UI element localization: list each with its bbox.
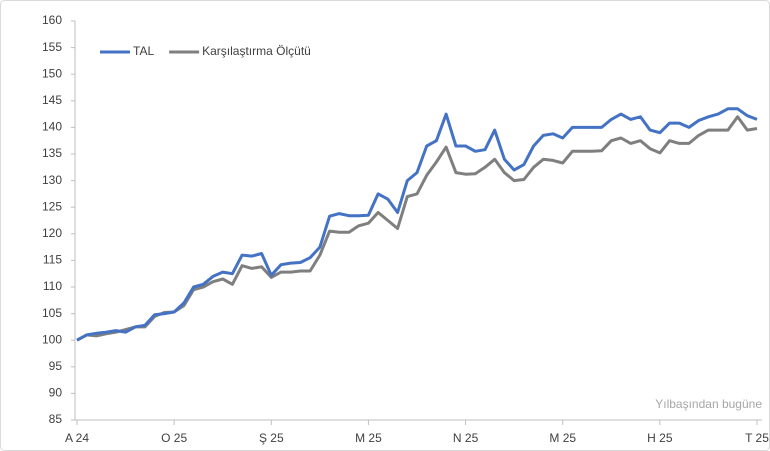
y-tick-label: 155 <box>42 40 62 54</box>
y-tick-label: 95 <box>49 359 63 373</box>
y-tick-label: 115 <box>43 253 62 267</box>
y-tick-label: 150 <box>42 66 62 80</box>
x-tick-label: T 25 <box>745 431 769 445</box>
x-tick-label: N 25 <box>453 431 479 445</box>
y-tick-label: 85 <box>49 412 63 426</box>
y-tick-label: 120 <box>42 226 62 240</box>
y-tick-label: 90 <box>49 386 63 400</box>
legend-label: TAL <box>133 44 154 58</box>
y-tick-label: 100 <box>42 332 62 346</box>
y-tick-label: 135 <box>42 146 62 160</box>
y-tick-label: 110 <box>43 279 62 293</box>
y-tick-label: 125 <box>42 199 62 213</box>
x-tick-label: H 25 <box>647 431 673 445</box>
series-line <box>76 107 758 342</box>
x-tick-label: M 25 <box>355 431 382 445</box>
x-tick-label: Ş 25 <box>259 431 284 445</box>
x-tick-label: A 24 <box>65 431 89 445</box>
annotation: Yılbaşından bugüne <box>655 397 762 411</box>
y-tick-label: 145 <box>42 93 62 107</box>
legend-label: Karşılaştırma Ölçütü <box>202 44 311 58</box>
y-tick-label: 130 <box>42 173 62 187</box>
x-tick-label: M 25 <box>549 431 576 445</box>
x-tick-label: O 25 <box>161 431 187 445</box>
y-tick-label: 105 <box>42 306 62 320</box>
y-tick-label: 140 <box>42 120 62 134</box>
y-tick-label: 160 <box>42 13 62 27</box>
